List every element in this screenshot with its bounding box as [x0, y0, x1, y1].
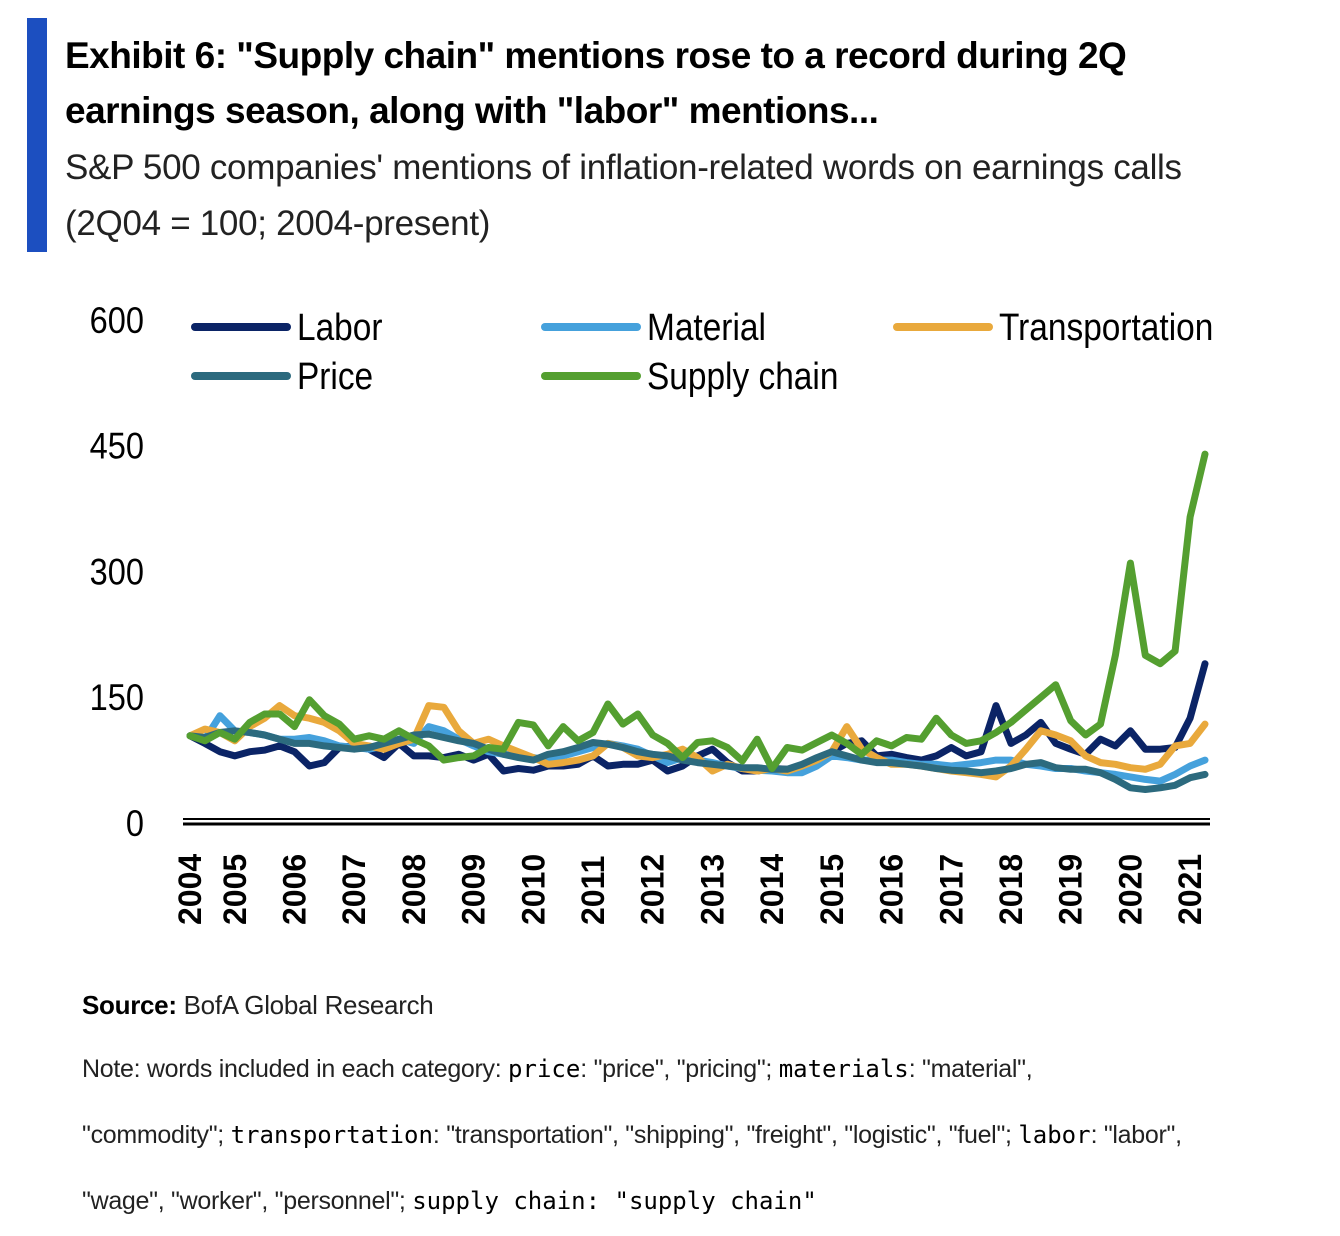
x-tick-label: 2013	[694, 854, 730, 925]
x-tick-label: 2018	[993, 854, 1029, 925]
x-tick-label: 2006	[276, 854, 312, 925]
y-tick-label: 150	[90, 677, 144, 718]
x-tick-label: 2020	[1112, 854, 1148, 925]
note-text: : "price", "pricing";	[580, 1055, 779, 1083]
x-tick-label: 2015	[814, 854, 850, 925]
y-tick-label: 450	[90, 426, 144, 467]
note-text: "wage", "worker", "personnel";	[82, 1187, 413, 1215]
x-tick-label: 2010	[515, 854, 551, 925]
line-chart: 0 150 300 450 600 2004 2005 2006 2007 2008 2009 201…	[90, 300, 1214, 925]
x-tick-label: 2007	[336, 854, 372, 925]
x-tick-label: 2019	[1053, 854, 1089, 925]
subtitle-line-1: S&P 500 companies' mentions of inflation…	[65, 148, 1182, 187]
y-tick-label: 300	[90, 552, 144, 593]
note-line: "wage", "worker", "personnel"; supply ch…	[82, 1187, 817, 1216]
note-line: "commodity"; transportation: "transporta…	[82, 1121, 1182, 1150]
x-tick-label: 2011	[575, 856, 611, 925]
x-tick-label: 2014	[754, 854, 790, 925]
chart-subtitle: S&P 500 companies' mentions of inflation…	[65, 140, 1325, 252]
series-line-transportation	[186, 702, 1209, 781]
legend-label: Supply chain	[647, 355, 838, 397]
legend-label: Labor	[297, 306, 383, 348]
legend-label: Price	[297, 355, 373, 397]
x-tick-label: 2017	[933, 854, 969, 925]
source-label: Source:	[82, 990, 177, 1020]
accent-bar	[27, 18, 47, 252]
legend-label: Material	[647, 306, 766, 348]
note-line: Note: words included in each category: p…	[82, 1055, 1033, 1084]
x-tick-label: 2005	[217, 854, 253, 925]
source-text: BofA Global Research	[176, 990, 434, 1020]
x-tick-label: 2021	[1172, 854, 1208, 925]
chart-title: Exhibit 6: "Supply chain" mentions rose …	[65, 28, 1265, 138]
subtitle-line-2: (2Q04 = 100; 2004-present)	[65, 204, 491, 243]
title-line-1: Exhibit 6: "Supply chain" mentions rose …	[65, 35, 1127, 76]
note-text: : "transportation", "shipping", "freight…	[432, 1121, 1019, 1149]
legend-label: Transportation	[999, 306, 1213, 348]
x-tick-label: 2009	[456, 854, 492, 925]
note-keyword: supply chain: "supply chain"	[412, 1187, 817, 1215]
note-keyword: materials	[778, 1055, 909, 1083]
x-tick-label: 2012	[635, 854, 671, 925]
note-text: "commodity";	[82, 1121, 231, 1149]
x-tick-label: 2016	[874, 854, 910, 925]
note-text: Note: words included in each category:	[82, 1055, 509, 1083]
x-tick-label: 2004	[172, 854, 208, 925]
y-tick-label: 600	[90, 300, 144, 341]
note-text: : "material",	[908, 1055, 1033, 1083]
note-keyword: labor	[1018, 1121, 1091, 1149]
note-text: : "labor",	[1090, 1121, 1182, 1149]
note-keyword: transportation	[230, 1121, 433, 1149]
x-tick-label: 2008	[396, 854, 432, 925]
source: Source: BofA Global Research	[82, 990, 434, 1021]
series-line-price	[186, 727, 1209, 793]
y-tick-label: 0	[126, 803, 144, 844]
title-line-2: earnings season, along with "labor" ment…	[65, 90, 879, 131]
series-line-supply-chain	[186, 450, 1209, 772]
note-keyword: price	[508, 1055, 581, 1083]
